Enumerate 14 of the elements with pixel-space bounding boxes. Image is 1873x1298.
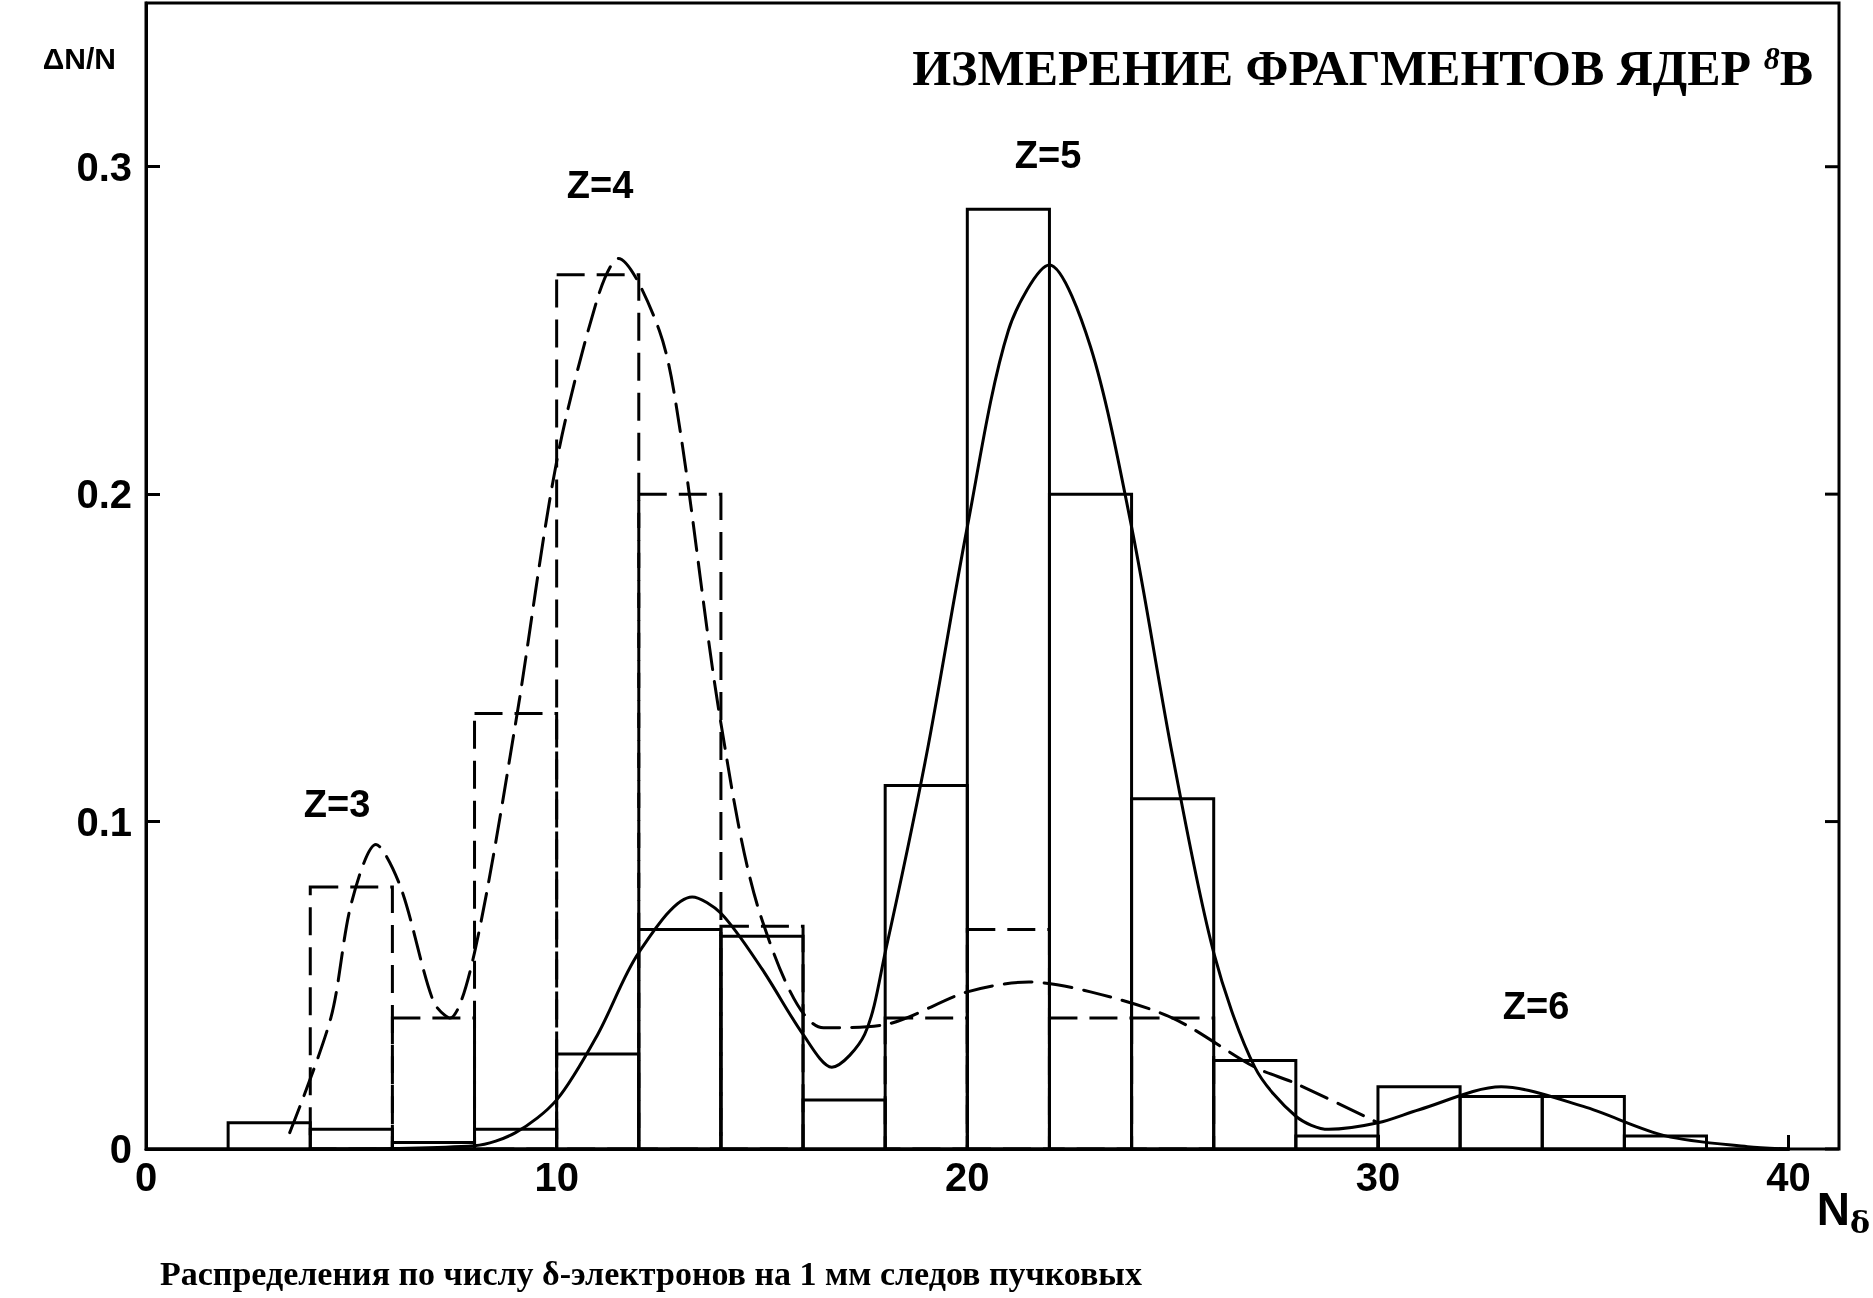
annotation: Z=6	[1502, 985, 1570, 1027]
annotation: Z=3	[303, 783, 371, 825]
y-tick-label: 0.2	[76, 472, 132, 517]
x-tick-label: 20	[945, 1155, 990, 1199]
x-tick-label: 40	[1766, 1155, 1811, 1199]
y-axis-title: ΔN/N	[42, 41, 116, 75]
y-tick-label: 0.1	[76, 799, 132, 844]
y-tick-label: 0	[109, 1127, 132, 1171]
x-tick-label: 30	[1355, 1155, 1401, 1199]
annotation: Z=4	[566, 164, 634, 206]
y-tick-label: 0.3	[76, 144, 132, 189]
text: Распределения по числу δ-электронов на 1 мм следов пучковых	[160, 1254, 1142, 1292]
annotation: Z=5	[1014, 134, 1082, 176]
x-tick-label: 10	[534, 1155, 579, 1199]
